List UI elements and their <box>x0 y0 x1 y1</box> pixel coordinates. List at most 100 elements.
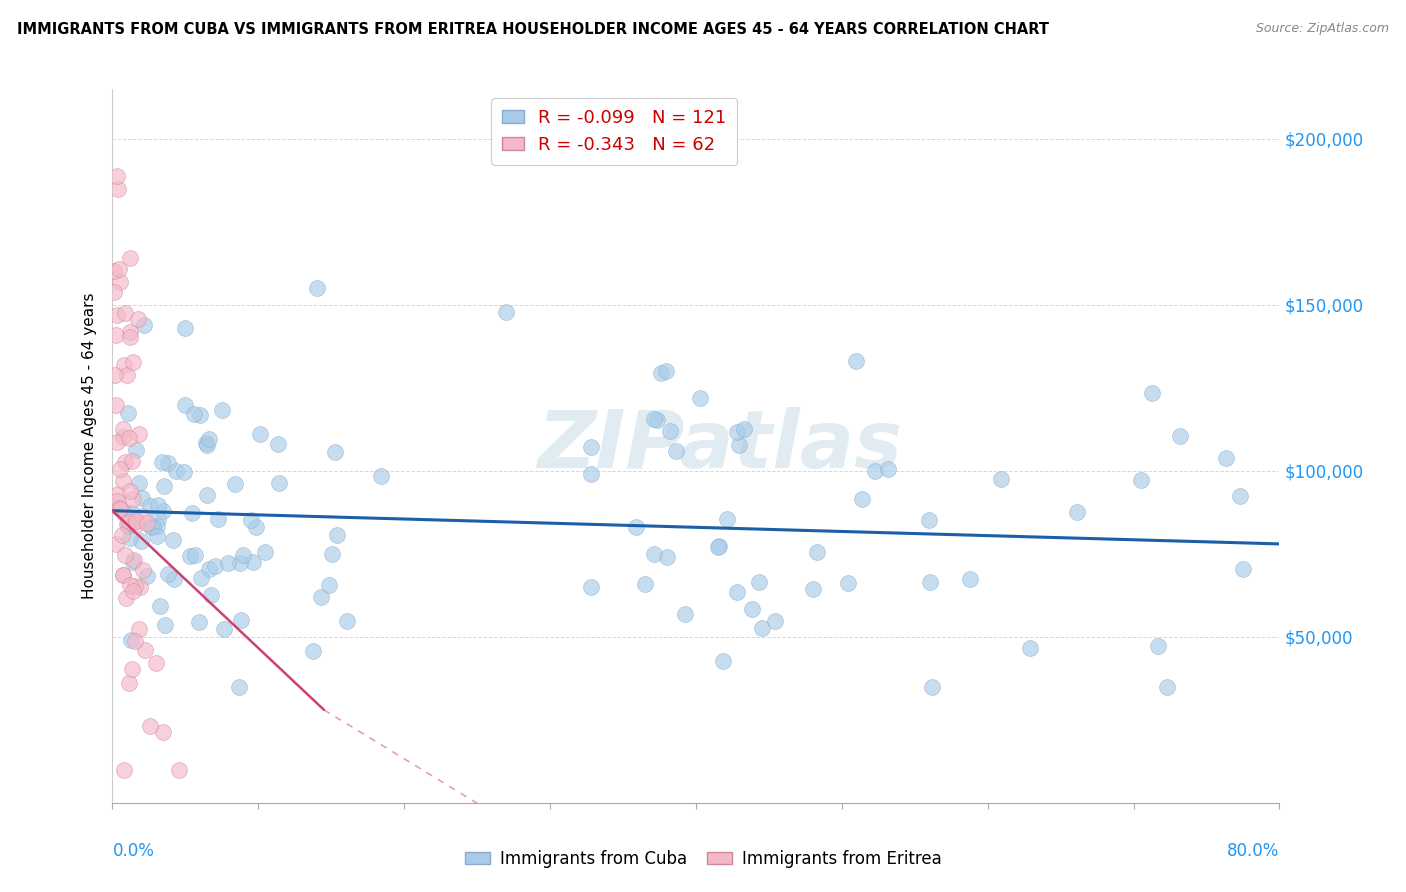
Point <box>181 506 204 520</box>
Text: IMMIGRANTS FROM CUBA VS IMMIGRANTS FROM ERITREA HOUSEHOLDER INCOME AGES 45 - 64 : IMMIGRANTS FROM CUBA VS IMMIGRANTS FROM … <box>17 22 1049 37</box>
Point <box>121 506 143 520</box>
Point <box>112 567 135 582</box>
Point <box>110 462 132 476</box>
Point <box>114 506 136 520</box>
Point <box>105 169 128 183</box>
Point <box>114 455 136 469</box>
Point <box>179 549 201 564</box>
Point <box>249 426 271 441</box>
Point <box>128 476 150 491</box>
Point <box>107 182 129 196</box>
Point <box>217 557 239 571</box>
Point <box>112 474 135 488</box>
Point <box>581 440 603 454</box>
Point <box>142 520 165 534</box>
Point <box>162 533 184 548</box>
Point <box>837 575 859 590</box>
Point <box>132 563 155 577</box>
Point <box>184 548 207 562</box>
Point <box>581 467 603 482</box>
Point <box>725 425 748 439</box>
Point <box>266 437 288 451</box>
Point <box>709 539 731 553</box>
Point <box>204 558 226 573</box>
Point <box>748 574 770 589</box>
Point <box>118 431 141 445</box>
Point <box>733 422 755 436</box>
Point <box>1215 451 1237 466</box>
Point <box>118 330 141 344</box>
Point <box>125 443 148 458</box>
Point <box>122 492 145 507</box>
Point <box>763 615 786 629</box>
Point <box>229 556 252 570</box>
Point <box>146 498 169 512</box>
Point <box>195 438 218 452</box>
Point <box>103 285 125 300</box>
Point <box>716 512 738 526</box>
Point <box>120 578 142 592</box>
Point <box>801 582 824 596</box>
Point <box>309 591 332 605</box>
Point <box>634 576 657 591</box>
Point <box>138 499 160 513</box>
Point <box>173 465 195 479</box>
Point <box>167 763 190 777</box>
Point <box>706 540 728 554</box>
Point <box>108 275 131 289</box>
Point <box>107 262 129 277</box>
Point <box>673 607 696 622</box>
Point <box>150 455 173 469</box>
Point <box>242 555 264 569</box>
Point <box>163 572 186 586</box>
Point <box>105 537 128 551</box>
Point <box>122 584 145 599</box>
Point <box>129 581 152 595</box>
Point <box>659 424 682 438</box>
Point <box>112 358 135 372</box>
Point <box>122 355 145 369</box>
Point <box>120 251 142 265</box>
Point <box>239 513 262 527</box>
Point <box>1066 505 1088 519</box>
Point <box>108 502 131 516</box>
Point <box>725 585 748 599</box>
Point <box>112 568 135 582</box>
Point <box>741 601 763 615</box>
Point <box>190 408 212 422</box>
Point <box>877 462 900 476</box>
Point <box>105 308 128 322</box>
Text: 0.0%: 0.0% <box>112 842 155 860</box>
Point <box>211 403 233 417</box>
Point <box>207 512 229 526</box>
Point <box>120 483 142 498</box>
Point <box>495 304 517 318</box>
Point <box>117 368 139 382</box>
Point <box>921 680 943 694</box>
Point <box>917 513 939 527</box>
Point <box>863 464 886 478</box>
Y-axis label: Householder Income Ages 45 - 64 years: Householder Income Ages 45 - 64 years <box>82 293 97 599</box>
Point <box>124 579 146 593</box>
Point <box>183 407 205 421</box>
Point <box>323 444 346 458</box>
Point <box>918 574 941 589</box>
Point <box>326 527 349 541</box>
Point <box>104 398 127 412</box>
Point <box>174 321 197 335</box>
Point <box>647 412 669 426</box>
Point <box>370 469 392 483</box>
Point <box>104 368 127 382</box>
Point <box>229 613 252 627</box>
Point <box>1168 429 1191 443</box>
Point <box>125 518 148 533</box>
Point <box>118 325 141 339</box>
Point <box>117 405 139 419</box>
Point <box>845 354 868 368</box>
Point <box>132 318 155 332</box>
Point <box>689 391 711 405</box>
Point <box>122 555 145 569</box>
Text: Source: ZipAtlas.com: Source: ZipAtlas.com <box>1256 22 1389 36</box>
Point <box>245 520 267 534</box>
Point <box>149 599 172 613</box>
